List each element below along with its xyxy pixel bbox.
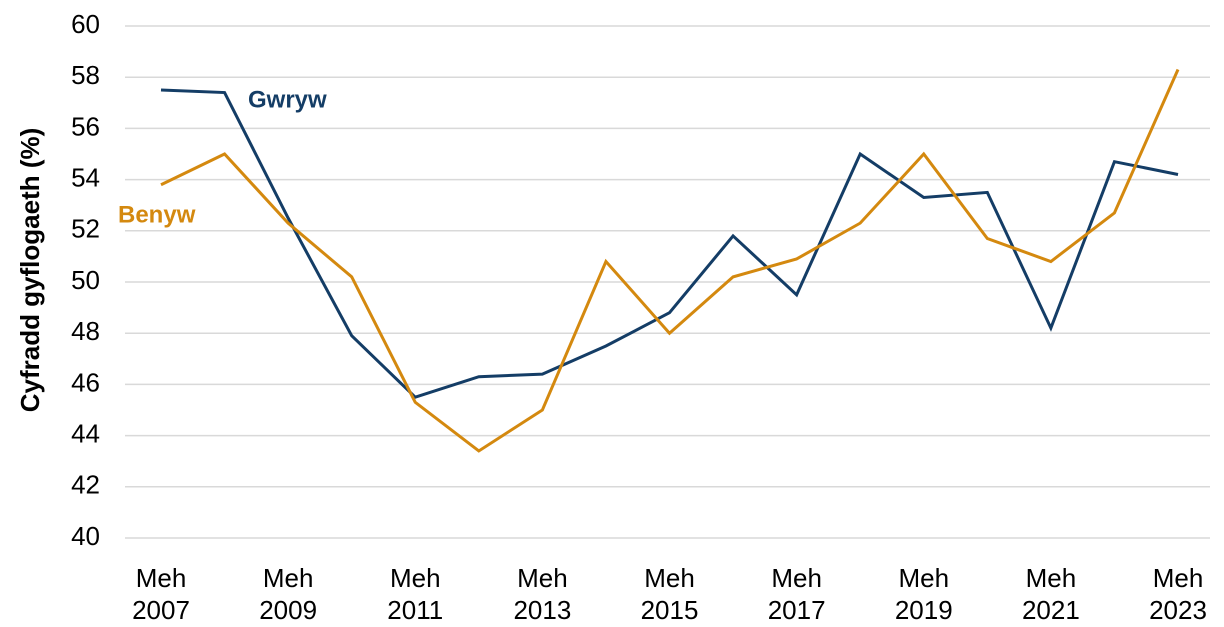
- y-tick-label: 56: [71, 111, 100, 141]
- y-tick-label: 60: [71, 9, 100, 39]
- y-tick-label: 42: [71, 470, 100, 500]
- x-tick-label: Meh 2023: [1149, 563, 1207, 625]
- y-tick-label: 50: [71, 265, 100, 295]
- y-tick-label: 52: [71, 214, 100, 244]
- series-label: Gwryw: [248, 86, 327, 113]
- y-tick-label: 44: [71, 418, 100, 448]
- x-tick-label: Meh 2021: [1021, 563, 1080, 625]
- x-tick-label: Meh 2011: [387, 563, 444, 625]
- x-tick-label: Meh 2009: [259, 563, 318, 625]
- x-tick-label: Meh 2007: [132, 563, 190, 625]
- x-tick-label: Meh 2017: [767, 563, 826, 625]
- y-tick-label: 40: [71, 521, 100, 551]
- x-tick-label: Meh 2015: [640, 563, 699, 625]
- x-tick-label: Meh 2013: [513, 563, 572, 625]
- line-series: [160, 68, 1180, 453]
- series-label: Benyw: [118, 201, 196, 228]
- y-axis-label: Cyfradd gyflogaeth (%): [15, 128, 45, 413]
- y-tick-label: 46: [71, 367, 100, 397]
- y-tick-label: 58: [71, 60, 100, 90]
- x-tick-label: Meh 2019: [894, 563, 953, 625]
- line-series: [160, 88, 1179, 399]
- y-tick-label: 48: [71, 316, 100, 346]
- y-tick-label: 54: [71, 162, 100, 192]
